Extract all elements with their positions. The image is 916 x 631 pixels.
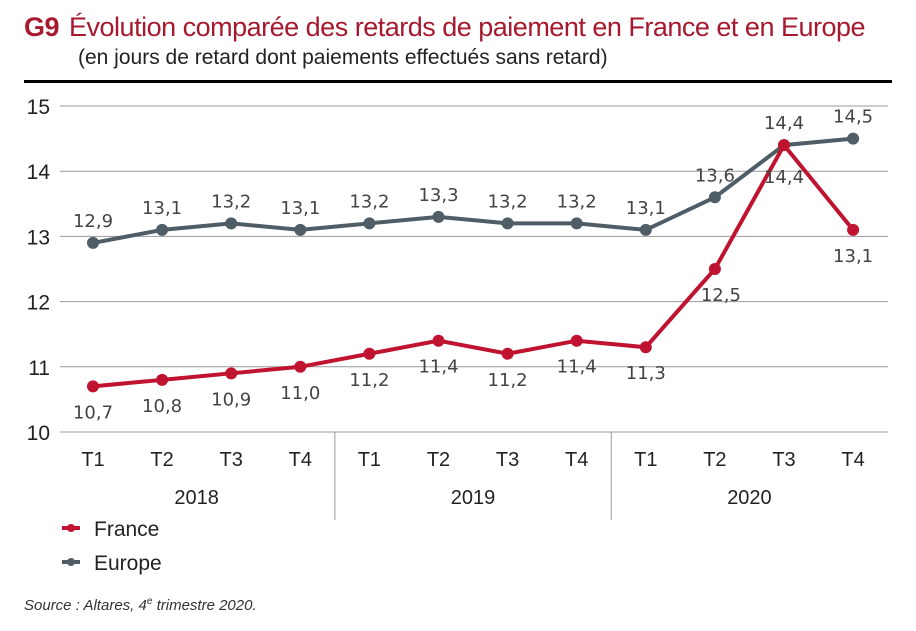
- data-point-france: [363, 347, 376, 360]
- data-point-france: [570, 334, 583, 347]
- data-point-europe: [294, 223, 307, 236]
- data-label-france: 11,4: [557, 357, 597, 378]
- x-tick-label: T2: [427, 449, 450, 471]
- data-point-europe: [708, 191, 721, 204]
- data-label-europe: 13,1: [142, 198, 182, 219]
- data-label-france: 11,0: [280, 383, 320, 404]
- data-label-europe: 14,4: [764, 113, 804, 134]
- data-point-france: [432, 334, 445, 347]
- data-point-france: [294, 360, 307, 373]
- data-label-europe: 14,5: [833, 107, 873, 128]
- data-point-europe: [363, 217, 376, 230]
- data-label-europe: 13,6: [695, 165, 735, 186]
- source-sup: e: [146, 596, 153, 607]
- x-tick-label: T2: [703, 449, 726, 471]
- data-point-europe: [570, 217, 583, 230]
- x-tick-label: T4: [289, 449, 312, 471]
- x-tick-label: T1: [634, 449, 657, 471]
- data-label-europe: 12,9: [73, 211, 113, 232]
- y-tick-label: 12: [27, 292, 50, 315]
- data-label-france: 14,4: [764, 167, 804, 188]
- data-point-france: [708, 263, 721, 275]
- data-label-france: 11,2: [488, 370, 528, 391]
- data-point-france: [501, 347, 514, 360]
- series-line-europe: [92, 136, 854, 245]
- data-label-france: 13,1: [833, 246, 873, 267]
- legend-marker-france: [67, 524, 75, 532]
- data-label-france: 11,2: [349, 370, 389, 391]
- y-tick-label: 11: [28, 357, 50, 380]
- group-label: 2019: [451, 487, 496, 509]
- data-label-europe: 13,3: [418, 185, 458, 206]
- x-tick-label: T2: [150, 449, 173, 471]
- legend-marker-europe: [67, 558, 75, 566]
- source-prefix: Source : Altares, 4: [24, 597, 147, 614]
- legend-label-france: France: [94, 518, 159, 541]
- data-label-europe: 13,2: [349, 191, 389, 212]
- data-point-europe: [225, 217, 238, 230]
- data-label-europe: 13,2: [211, 191, 251, 212]
- data-point-europe: [639, 223, 652, 236]
- data-point-europe: [87, 236, 99, 249]
- data-point-france: [225, 367, 238, 380]
- legend-label-europe: Europe: [94, 552, 162, 575]
- data-label-france: 11,4: [418, 357, 458, 378]
- data-label-europe: 13,2: [488, 191, 528, 212]
- data-label-france: 10,9: [211, 389, 251, 410]
- x-tick-label: T3: [220, 449, 243, 471]
- data-point-europe: [432, 210, 445, 223]
- chart-subtitle: (en jours de retard dont paiements effec…: [78, 46, 608, 69]
- x-tick-label: T1: [81, 449, 104, 471]
- data-label-france: 11,3: [626, 363, 666, 384]
- y-tick-label: 14: [27, 161, 51, 184]
- data-label-europe: 13,1: [280, 198, 320, 219]
- data-point-france: [87, 380, 99, 393]
- data-label-france: 10,7: [73, 402, 113, 423]
- x-tick-label: T4: [841, 449, 864, 471]
- y-tick-label: 13: [27, 226, 50, 249]
- x-tick-label: T3: [496, 449, 519, 471]
- source-suffix: trimestre 2020.: [152, 597, 257, 614]
- title-rule: [24, 80, 892, 83]
- data-point-europe: [501, 217, 514, 230]
- data-label-france: 10,8: [142, 396, 182, 417]
- data-point-france: [847, 223, 860, 236]
- x-tick-label: T3: [772, 449, 795, 471]
- data-point-france: [639, 341, 652, 354]
- x-tick-label: T1: [358, 449, 381, 471]
- source-note: Source : Altares, 4e trimestre 2020.: [24, 596, 257, 614]
- data-label-france: 12,5: [701, 285, 741, 306]
- series-line-france: [92, 141, 855, 389]
- data-label-europe: 13,1: [626, 198, 666, 219]
- x-tick-label: T4: [565, 449, 588, 471]
- data-point-europe: [847, 132, 860, 145]
- chart-title: G9 Évolution comparée des retards de paie…: [24, 12, 866, 43]
- y-tick-label: 10: [27, 422, 50, 445]
- title-text: Évolution comparée des retards de paieme…: [69, 12, 866, 42]
- group-label: 2018: [174, 487, 219, 509]
- data-point-france: [778, 139, 790, 152]
- group-label: 2020: [727, 487, 772, 509]
- y-tick-label: 15: [27, 96, 50, 119]
- data-label-europe: 13,2: [557, 191, 597, 212]
- data-point-france: [156, 373, 169, 386]
- data-point-europe: [156, 223, 169, 236]
- figure-id: G9: [24, 12, 60, 42]
